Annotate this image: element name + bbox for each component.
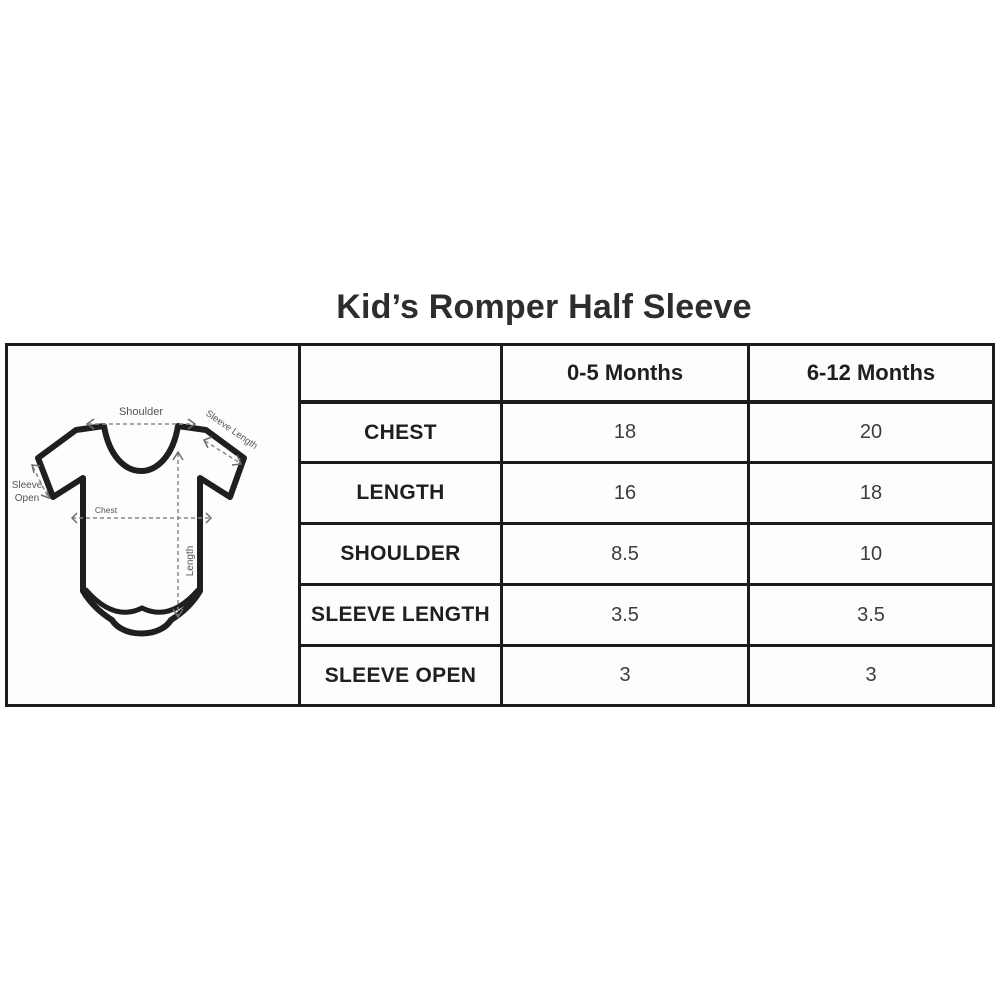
romper-diagram-svg: Shoulder Sleeve Length Sleeve Open Chest…	[12, 406, 259, 637]
chest-label: Chest	[95, 505, 118, 515]
size-chart-table: Shoulder Sleeve Length Sleeve Open Chest…	[5, 343, 995, 707]
sleeve-open-label-line1: Sleeve	[12, 480, 43, 491]
romper-diagram: Shoulder Sleeve Length Sleeve Open Chest…	[8, 346, 298, 704]
shoulder-arrowheads	[85, 418, 197, 430]
romper-outline	[35, 423, 247, 637]
leg-opening-seams	[83, 587, 201, 615]
shoulder-value-6-12: 10	[747, 522, 992, 583]
row-label-shoulder: SHOULDER	[298, 522, 500, 583]
sleeve-open-value-6-12: 3	[747, 644, 992, 704]
chest-ticks	[70, 512, 213, 524]
row-label-length: LENGTH	[298, 461, 500, 522]
sleeve-open-value-0-5: 3	[500, 644, 747, 704]
shoulder-value-0-5: 8.5	[500, 522, 747, 583]
row-label-sleeve-length: SLEEVE LENGTH	[298, 583, 500, 644]
sleeve-length-value-0-5: 3.5	[500, 583, 747, 644]
sleeve-open-label-line2: Open	[15, 493, 39, 504]
column-header-0-5-months: 0-5 Months	[500, 346, 747, 400]
sleeve-length-value-6-12: 3.5	[747, 583, 992, 644]
length-value-6-12: 18	[747, 461, 992, 522]
length-value-0-5: 16	[500, 461, 747, 522]
sleeve-length-arrowheads	[202, 436, 243, 466]
chest-value-6-12: 20	[747, 400, 992, 461]
length-label: Length	[185, 546, 196, 577]
column-header-6-12-months: 6-12 Months	[747, 346, 992, 400]
chest-value-0-5: 18	[500, 400, 747, 461]
row-label-chest: CHEST	[298, 400, 500, 461]
page-title: Kid’s Romper Half Sleeve	[336, 288, 752, 326]
row-label-sleeve-open: SLEEVE OPEN	[298, 644, 500, 704]
shoulder-label: Shoulder	[119, 406, 163, 418]
length-arrowheads	[172, 450, 184, 619]
sleeve-open-measure-line	[32, 466, 49, 498]
sleeve-open-arrowheads	[31, 464, 51, 500]
header-empty-cell	[298, 346, 500, 400]
